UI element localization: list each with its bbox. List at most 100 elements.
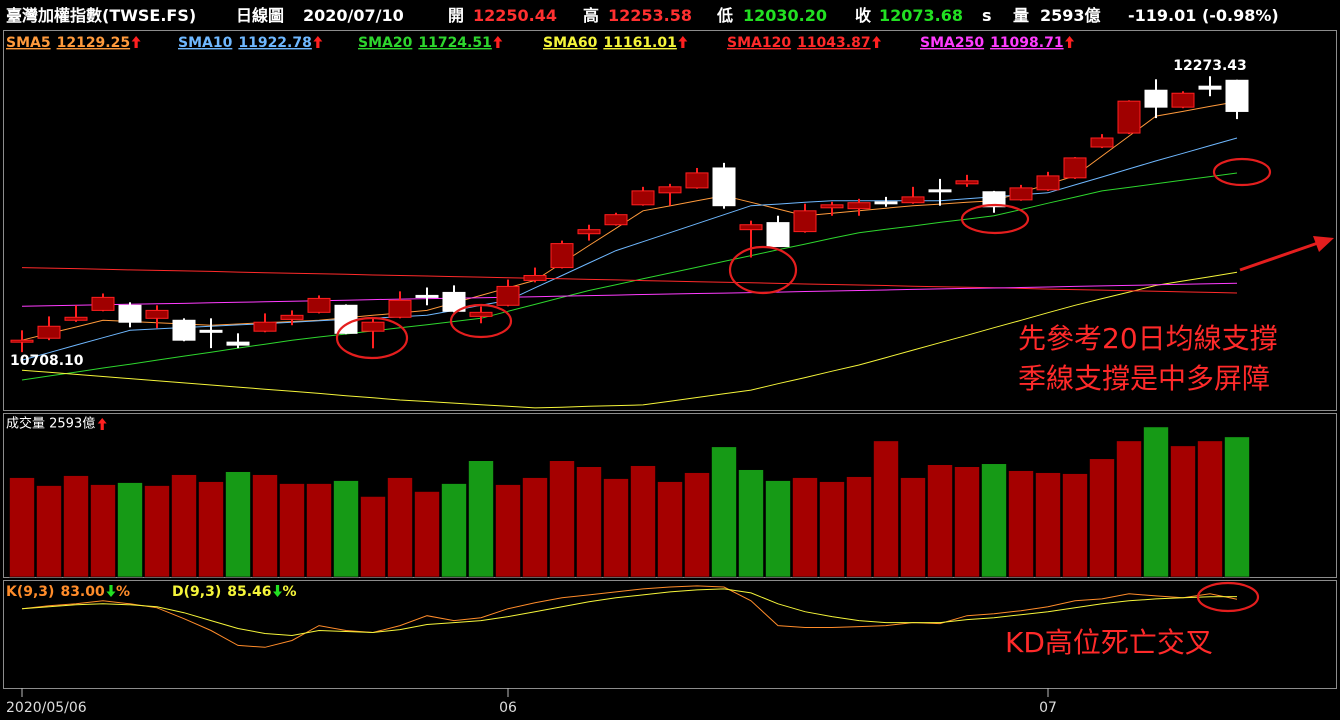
volume-bar bbox=[225, 471, 251, 578]
trend-arrow-head bbox=[1313, 236, 1334, 252]
series-line bbox=[21, 271, 1238, 409]
x-tick-label: 2020/05/06 bbox=[6, 700, 87, 716]
legend-name: D(9,3) bbox=[172, 584, 221, 600]
legend-value: 12129.25 bbox=[57, 35, 131, 51]
candle-body bbox=[901, 196, 925, 204]
volume-bar bbox=[1089, 458, 1115, 578]
candle-body bbox=[1036, 175, 1060, 191]
up-arrow bbox=[1065, 36, 1075, 48]
legend-value: 11043.87 bbox=[797, 35, 871, 51]
highlight-ring bbox=[449, 303, 513, 339]
candle-body bbox=[469, 311, 493, 317]
volume-bar bbox=[1116, 440, 1142, 578]
legend-name: K(9,3) bbox=[6, 584, 54, 600]
volume-bar bbox=[36, 485, 62, 578]
highlight-ring bbox=[960, 203, 1030, 235]
candle-body bbox=[307, 297, 331, 313]
volume-bar bbox=[576, 466, 602, 578]
x-tick-label: 06 bbox=[499, 700, 517, 716]
annotation-layer: 先參考20日均線支撐 季線支撐是中多屏障 KD高位死亡交叉 bbox=[335, 157, 1334, 659]
candle-body bbox=[820, 204, 844, 209]
candle-body bbox=[928, 189, 952, 193]
candle-body bbox=[874, 201, 898, 205]
volume-bar bbox=[927, 464, 953, 578]
kd-panel bbox=[3, 580, 1337, 689]
up-arrow bbox=[313, 36, 323, 48]
legend-entry: SMA5 12129.25 bbox=[6, 35, 130, 51]
candle-body bbox=[793, 210, 817, 233]
candle-body bbox=[523, 274, 547, 281]
legend-name: SMA250 bbox=[920, 35, 984, 51]
volume-bar bbox=[1170, 445, 1196, 578]
annotation: 季線支撐是中多屏障 bbox=[1018, 362, 1270, 395]
legend-value: 11724.51 bbox=[418, 35, 492, 51]
volume-bar bbox=[171, 474, 197, 578]
volume-bar bbox=[252, 474, 278, 578]
series-line bbox=[21, 282, 1238, 307]
candle-body bbox=[1144, 89, 1168, 108]
volume-bar bbox=[495, 484, 521, 578]
highlight-ring bbox=[1196, 581, 1260, 613]
volume-bar bbox=[765, 480, 791, 578]
candle-body bbox=[415, 294, 439, 298]
volume-bar bbox=[819, 481, 845, 578]
candle-body bbox=[604, 214, 628, 226]
volume-bar bbox=[792, 477, 818, 578]
candle-body bbox=[442, 291, 466, 312]
highlight-ring bbox=[1212, 157, 1272, 187]
legend-entry: SMA60 11161.01 bbox=[543, 35, 677, 51]
highlight-ring bbox=[335, 316, 409, 360]
candle-body bbox=[226, 341, 250, 346]
legend-value: 85.46 bbox=[227, 584, 271, 600]
header: 臺灣加權指數(TWSE.FS) 日線圖 2020/07/10 開 12250.4… bbox=[6, 6, 1279, 25]
candle-body bbox=[685, 172, 709, 189]
legend-value: 11098.71 bbox=[990, 35, 1064, 51]
candle-body bbox=[118, 304, 142, 323]
candle-body bbox=[847, 202, 871, 210]
candle-body bbox=[199, 329, 223, 333]
legend-value: 83.00 bbox=[60, 584, 105, 600]
quote-value: 12073.68 bbox=[879, 6, 963, 25]
legend-entry: D(9,3) 85.46 bbox=[172, 584, 272, 600]
down-arrow bbox=[273, 585, 283, 597]
up-arrow bbox=[872, 36, 882, 48]
series-line bbox=[21, 137, 1238, 361]
up-arrow bbox=[97, 418, 107, 430]
candle-body bbox=[37, 325, 61, 339]
candle-body bbox=[1009, 187, 1033, 201]
date: 2020/07/10 bbox=[303, 6, 404, 25]
down-arrow bbox=[106, 585, 116, 597]
volume-bar bbox=[1143, 426, 1169, 578]
series-line bbox=[21, 588, 1238, 637]
series-line bbox=[21, 267, 1238, 294]
panel-title: 成交量 2593億 bbox=[6, 416, 95, 432]
series-line bbox=[21, 172, 1238, 381]
volume-bar bbox=[387, 477, 413, 578]
annotation: KD高位死亡交叉 bbox=[1005, 626, 1213, 659]
volume-panel bbox=[3, 413, 1337, 578]
candle-body bbox=[388, 299, 412, 318]
legend-entry: SMA20 11724.51 bbox=[358, 35, 492, 51]
change: -119.01 (-0.98%) bbox=[1128, 6, 1279, 25]
volume-bar bbox=[279, 483, 305, 578]
volume-bar bbox=[684, 472, 710, 578]
legend-entry: SMA10 11922.78 bbox=[178, 35, 312, 51]
volume-bar bbox=[522, 477, 548, 578]
up-arrow bbox=[678, 36, 688, 48]
volume-bar bbox=[954, 466, 980, 578]
candle-body bbox=[64, 316, 88, 321]
volume-value: 2593億 bbox=[1040, 6, 1101, 25]
quote-label: 高 bbox=[583, 6, 599, 25]
candle-body bbox=[658, 186, 682, 194]
up-arrow bbox=[131, 36, 141, 48]
annotation: 先參考20日均線支撐 bbox=[1018, 322, 1278, 355]
volume-label: 量 bbox=[1013, 6, 1029, 25]
volume-bar bbox=[1224, 436, 1250, 578]
price-panel bbox=[3, 30, 1337, 411]
legend-unit: % bbox=[116, 584, 130, 600]
volume-bar bbox=[900, 477, 926, 578]
volume-bar bbox=[414, 491, 440, 578]
candle-body bbox=[253, 321, 277, 332]
